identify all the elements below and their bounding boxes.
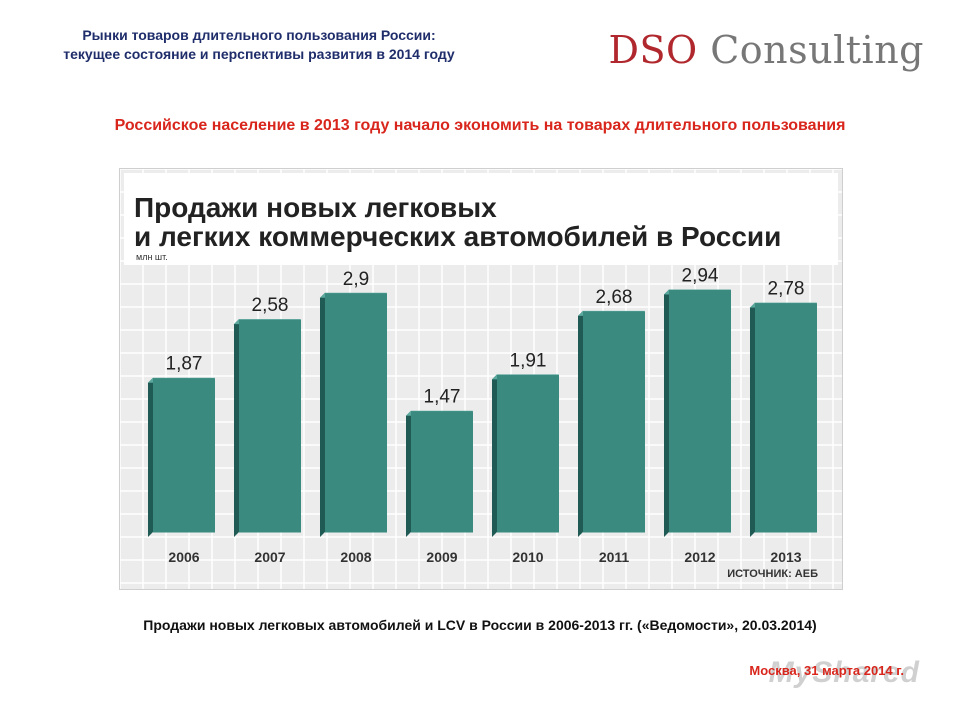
bar-2007 bbox=[239, 319, 301, 533]
bar-side-2013 bbox=[750, 302, 755, 537]
category-label-2010: 2010 bbox=[512, 549, 543, 565]
bar-side-2008 bbox=[320, 292, 325, 537]
value-label-2013: 2,78 bbox=[768, 279, 805, 300]
category-label-2013: 2013 bbox=[770, 549, 801, 565]
category-label-2011: 2011 bbox=[599, 549, 630, 565]
category-label-2009: 2009 bbox=[426, 549, 457, 565]
footer-date: Москва, 31 марта 2014 г. bbox=[749, 663, 904, 678]
bar-side-2006 bbox=[148, 377, 153, 537]
value-label-2007: 2,58 bbox=[252, 295, 289, 316]
chart-svg: Продажи новых легковых и легких коммерче… bbox=[120, 169, 842, 589]
bar-side-2012 bbox=[664, 289, 669, 537]
header-title-line1: Рынки товаров длительного пользования Ро… bbox=[82, 27, 436, 43]
header-title-line2: текущее состояние и перспективы развития… bbox=[63, 46, 455, 62]
bar-side-2007 bbox=[234, 319, 239, 537]
value-label-2012: 2,94 bbox=[682, 265, 719, 286]
value-label-2011: 2,68 bbox=[596, 287, 633, 308]
bar-2008 bbox=[325, 293, 387, 533]
value-label-2008: 2,9 bbox=[343, 269, 369, 290]
bar-2013 bbox=[755, 303, 817, 533]
category-label-2008: 2008 bbox=[340, 549, 371, 565]
chart-title-panel bbox=[124, 173, 838, 265]
brand-logo-consulting: Consulting bbox=[697, 28, 924, 72]
bar-side-2009 bbox=[406, 410, 411, 537]
chart-caption: Продажи новых легковых автомобилей и LCV… bbox=[143, 617, 817, 633]
category-label-2007: 2007 bbox=[254, 549, 285, 565]
category-label-2012: 2012 bbox=[684, 549, 715, 565]
watermark: MyShared bbox=[768, 656, 920, 689]
chart-title-line1: Продажи новых легковых bbox=[134, 192, 497, 223]
chart-title-line2: и легких коммерческих автомобилей в Росс… bbox=[134, 221, 781, 252]
chart-bars: 1,87 2006 2,58 2007 2,9 2008 1,47 2009 1,91 2010 2… bbox=[148, 265, 817, 565]
bar-side-2011 bbox=[578, 310, 583, 537]
bar-2012 bbox=[669, 289, 731, 533]
value-label-2006: 1,87 bbox=[166, 354, 203, 375]
bar-2006 bbox=[153, 378, 215, 533]
slide-subtitle: Российское население в 2013 году начало … bbox=[114, 117, 846, 134]
value-label-2009: 1,47 bbox=[424, 387, 461, 408]
bar-2010 bbox=[497, 374, 559, 533]
bar-2009 bbox=[411, 411, 473, 533]
bar-side-2010 bbox=[492, 374, 497, 537]
brand-logo: DSO Consulting bbox=[608, 28, 924, 72]
chart-unit-label: млн шт. bbox=[136, 252, 168, 262]
value-label-2010: 1,91 bbox=[510, 350, 547, 371]
chart: Продажи новых легковых и легких коммерче… bbox=[119, 168, 843, 590]
chart-source: ИСТОЧНИК: АЕБ bbox=[727, 568, 818, 580]
category-label-2006: 2006 bbox=[168, 549, 199, 565]
brand-logo-dso: DSO bbox=[608, 28, 698, 72]
bar-2011 bbox=[583, 311, 645, 533]
header-title: Рынки товаров длительного пользования Ро… bbox=[24, 26, 494, 64]
